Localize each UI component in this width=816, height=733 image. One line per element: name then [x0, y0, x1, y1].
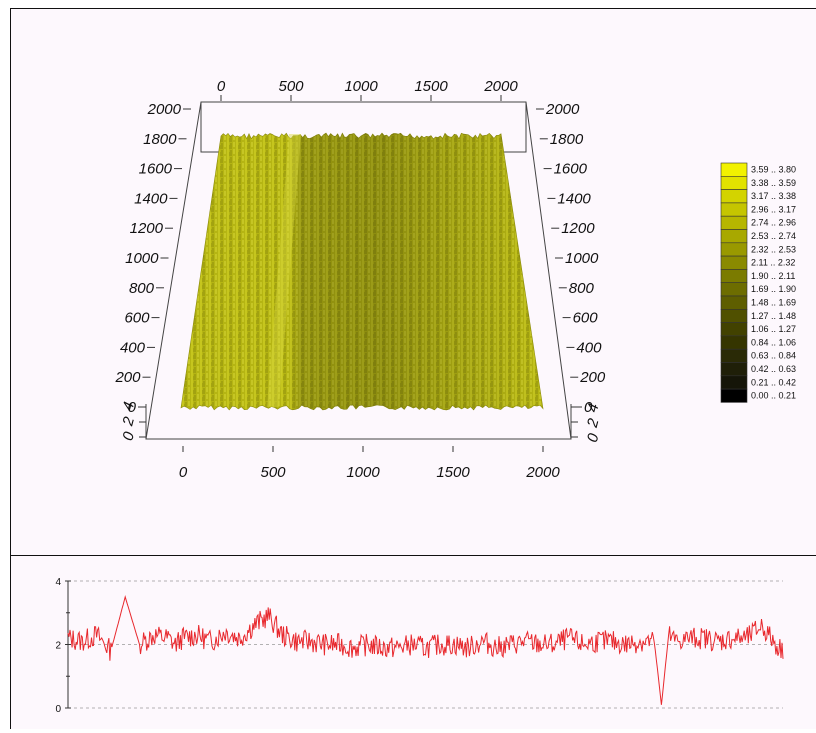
x-tick-label-top: 1000 [344, 78, 378, 95]
legend-label: 1.06 .. 1.27 [751, 324, 796, 334]
y-tick-label-right: 1600 [554, 161, 588, 178]
legend-swatch [720, 176, 748, 190]
legend-label: 3.59 .. 3.80 [751, 165, 796, 175]
y-tick-label-left: 200 [114, 369, 141, 386]
y-tick-label-left: 1000 [125, 250, 159, 267]
y-tick-label: 2 [55, 641, 61, 652]
y-tick-label-right: 600 [573, 310, 599, 327]
y-tick-label-left: 600 [124, 310, 150, 327]
legend-swatch [720, 202, 748, 217]
legend-swatch [720, 229, 748, 244]
x-tick-label-top: 1500 [414, 78, 448, 95]
x-tick-label-top: 500 [278, 78, 304, 95]
legend-label: 2.32 .. 2.53 [751, 244, 796, 254]
legend-label: 1.90 .. 2.11 [751, 271, 795, 281]
legend-swatch [720, 348, 748, 363]
x-tick-label-bottom: 1500 [436, 464, 470, 481]
legend-label: 2.74 .. 2.96 [751, 218, 796, 228]
color-legend: 3.59 .. 3.80 3.38 .. 3.59 3.17 .. 3.38 2.96… [720, 162, 796, 403]
y-tick-label-right: 800 [569, 280, 595, 297]
legend-swatch [720, 335, 748, 350]
z-tick-label-left: 0 [119, 429, 138, 442]
y-tick-label-left: 1800 [143, 131, 177, 148]
x-tick-label-top: 0 [217, 78, 226, 95]
legend-swatch [720, 375, 748, 390]
y-tick-label-right: 1000 [565, 250, 599, 267]
surface-plot-panel: 0 500 1000 1500 2000 0 500 1000 1500 2000 0 0 200 200… [10, 8, 816, 556]
z-tick-label-right: 2 [584, 416, 603, 430]
legend-label: 2.96 .. 3.17 [751, 204, 796, 214]
surface-ridge [267, 134, 301, 407]
y-tick-label: 0 [55, 704, 61, 715]
legend-swatch [720, 295, 748, 310]
legend-swatch [720, 308, 748, 323]
legend-swatch [720, 242, 748, 257]
legend-label: 3.17 .. 3.38 [751, 191, 796, 201]
legend-swatch [720, 269, 748, 283]
legend-swatch [720, 189, 748, 204]
x-tick-label-top: 2000 [483, 78, 518, 95]
y-tick-label-left: 2000 [147, 101, 182, 118]
z-tick-label-right: 0 [584, 431, 603, 444]
y-tick-label-left: 1200 [130, 220, 164, 237]
x-tick-label-bottom: 2000 [525, 464, 560, 481]
legend-swatch [720, 282, 748, 297]
legend-label: 0.84 .. 1.06 [751, 337, 796, 347]
y-tick-label-left: 400 [120, 339, 146, 356]
y-tick-label-right: 2000 [545, 101, 580, 118]
legend-swatch [720, 362, 748, 377]
legend-label: 1.27 .. 1.48 [751, 311, 796, 321]
profile-plot-panel: 0 2 4 [10, 555, 816, 729]
z-tick-label-left: 2 [119, 414, 138, 428]
legend-label: 0.21 .. 0.42 [751, 377, 796, 387]
legend-swatch [720, 215, 748, 230]
legend-label: 1.69 .. 1.90 [751, 284, 796, 294]
legend-label: 2.53 .. 2.74 [751, 231, 796, 241]
legend-swatch [720, 162, 748, 177]
legend-label: 0.63 .. 0.84 [751, 351, 796, 361]
legend-label: 1.48 .. 1.69 [751, 298, 796, 308]
legend-label: 0.00 .. 0.21 [751, 391, 796, 401]
x-tick-label-bottom: 1000 [346, 464, 380, 481]
y-tick-label-left: 0 [128, 399, 137, 416]
y-tick-label: 4 [55, 577, 61, 588]
y-tick-label-left: 1400 [134, 190, 168, 207]
legend-swatch [720, 322, 748, 337]
legend-swatch [720, 388, 748, 403]
y-tick-label-left: 800 [129, 280, 155, 297]
y-tick-label-right: 1200 [561, 220, 595, 237]
x-tick-label-bottom: 0 [179, 464, 188, 481]
x-tick-label-bottom: 500 [260, 464, 286, 481]
legend-swatch [720, 255, 748, 270]
y-tick-label-right: 400 [576, 339, 602, 356]
surface-mesh [180, 132, 544, 411]
y-tick-label-left: 1600 [139, 161, 173, 178]
y-tick-label-right: 1800 [550, 131, 584, 148]
y-tick-label-right: 200 [579, 369, 606, 386]
profile-plot: 0 2 4 [55, 577, 784, 715]
legend-label: 3.38 .. 3.59 [751, 178, 796, 188]
y-tick-label-right: 1400 [557, 190, 591, 207]
y-tick-label-right: 0 [584, 399, 593, 416]
legend-label: 0.42 .. 0.63 [751, 364, 796, 374]
legend-label: 2.11 .. 2.32 [751, 258, 795, 268]
series-line [67, 595, 784, 705]
surface-shading [181, 133, 543, 410]
